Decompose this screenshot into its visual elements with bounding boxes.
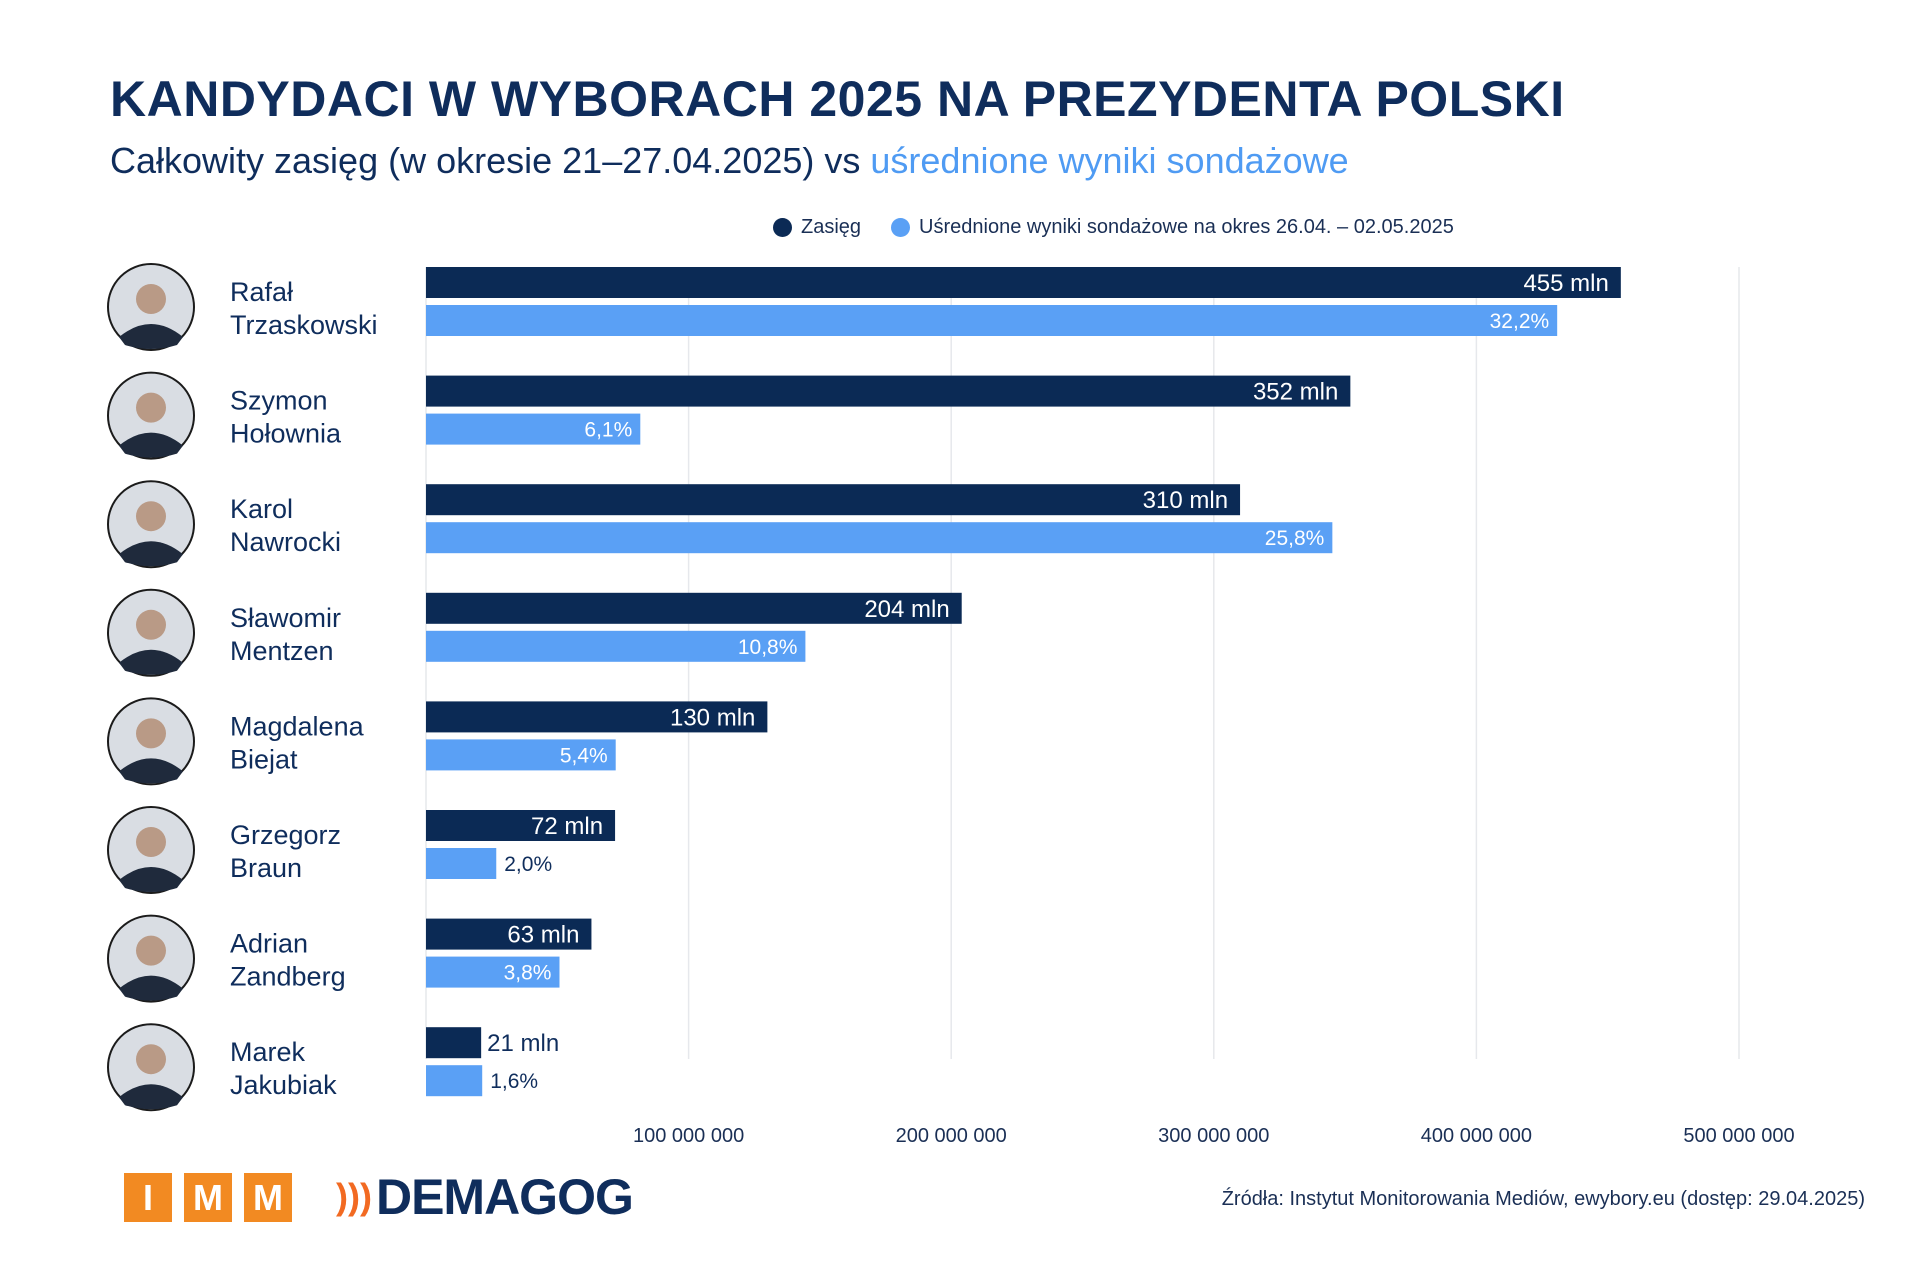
bar-polls xyxy=(426,630,806,662)
x-tick-label: 500 000 000 xyxy=(1683,1125,1794,1147)
bar-polls-label: 6,1% xyxy=(584,419,632,442)
bar-reach xyxy=(426,267,1621,298)
legend-dot-reach xyxy=(773,218,792,237)
candidate-last-name: Jakubiak xyxy=(230,1070,337,1100)
bar-reach-label: 455 mln xyxy=(1523,270,1608,297)
candidate-first-name: Grzegorz xyxy=(230,820,341,850)
subtitle-main: Całkowity zasięg (w okresie 21–27.04.202… xyxy=(110,140,871,181)
bar-polls-label: 5,4% xyxy=(560,744,608,767)
source-note: Źródła: Instytut Monitorowania Mediów, e… xyxy=(1221,1188,1865,1210)
sound-waves-icon: ))) xyxy=(336,1176,372,1217)
bar-reach-label: 72 mln xyxy=(531,813,603,840)
bar-reach-label: 310 mln xyxy=(1143,487,1228,514)
subtitle-highlight: uśrednione wyniki sondażowe xyxy=(870,140,1349,181)
bar-reach xyxy=(426,592,962,624)
candidate-first-name: Magdalena xyxy=(230,711,365,741)
bar-reach xyxy=(426,810,616,841)
candidate-last-name: Mentzen xyxy=(230,636,334,666)
bar-reach-label: 63 mln xyxy=(507,922,579,949)
avatar-head xyxy=(136,827,166,857)
avatar-head xyxy=(136,609,166,640)
imm-logo-letter: M xyxy=(244,1173,292,1222)
legend-label-polls: Uśrednione wyniki sondażowe na okres 26.… xyxy=(919,216,1454,238)
x-tick-label: 400 000 000 xyxy=(1421,1125,1532,1147)
legend-item-reach: Zasięg xyxy=(773,216,861,239)
bar-reach xyxy=(426,375,1351,407)
avatar-body xyxy=(119,432,183,458)
imm-logo-letter: I xyxy=(124,1173,172,1222)
candidate-last-name: Zandberg xyxy=(230,962,346,992)
bar-polls xyxy=(426,305,1558,336)
x-tick-label: 200 000 000 xyxy=(896,1125,1007,1147)
candidate-last-name: Trzaskowski xyxy=(230,310,378,340)
avatar-head xyxy=(136,718,166,749)
bar-polls xyxy=(426,522,1333,554)
candidate-first-name: Szymon xyxy=(230,386,328,416)
legend-item-polls: Uśrednione wyniki sondażowe na okres 26.… xyxy=(891,216,1454,239)
candidate-first-name: Rafał xyxy=(230,277,293,307)
demagog-wordmark: DEMAGOG xyxy=(375,1169,634,1225)
candidate-last-name: Nawrocki xyxy=(230,527,341,557)
legend: Zasięg Uśrednione wyniki sondażowe na ok… xyxy=(773,216,1484,239)
demagog-logo: ))) DEMAGOG xyxy=(336,1168,634,1226)
avatar-head xyxy=(136,501,166,532)
imm-logo: I M M xyxy=(124,1173,292,1222)
bar-reach-label: 204 mln xyxy=(864,596,949,623)
chart-title: KANDYDACI W WYBORACH 2025 NA PREZYDENTA … xyxy=(110,71,1565,127)
bar-reach-label: 352 mln xyxy=(1253,379,1338,406)
avatar-body xyxy=(119,324,183,349)
bar-polls-label: 3,8% xyxy=(504,962,552,985)
avatar-head xyxy=(136,1044,166,1075)
avatar-body xyxy=(119,758,183,784)
candidate-first-name: Marek xyxy=(230,1037,306,1067)
bar-polls xyxy=(426,413,641,445)
bar-reach xyxy=(426,1027,482,1059)
bar-polls xyxy=(426,956,560,988)
candidate-last-name: Hołownia xyxy=(230,419,342,449)
avatar-head xyxy=(136,284,166,314)
bar-polls xyxy=(426,848,497,879)
bar-reach-label: 130 mln xyxy=(670,704,755,731)
x-tick-label: 100 000 000 xyxy=(633,1125,744,1147)
avatar-body xyxy=(119,1084,183,1110)
candidate-last-name: Biejat xyxy=(230,744,298,774)
bar-reach xyxy=(426,701,768,733)
bar-polls-label: 10,8% xyxy=(738,636,798,659)
candidate-last-name: Braun xyxy=(230,853,302,883)
candidate-first-name: Adrian xyxy=(230,929,308,959)
imm-logo-letter: M xyxy=(184,1173,232,1222)
bar-reach-label: 21 mln xyxy=(487,1030,559,1057)
legend-dot-polls xyxy=(891,218,911,237)
avatar-body xyxy=(119,649,183,675)
chart-subtitle: Całkowity zasięg (w okresie 21–27.04.202… xyxy=(110,140,1349,182)
bar-polls-label: 1,6% xyxy=(490,1070,538,1093)
avatar-body xyxy=(119,867,183,892)
candidate-first-name: Sławomir xyxy=(230,603,341,633)
bar-reach xyxy=(426,484,1241,516)
avatar-body xyxy=(119,541,183,567)
avatar-head xyxy=(136,935,166,966)
bar-polls-label: 32,2% xyxy=(1490,310,1550,333)
bar-polls-label: 2,0% xyxy=(504,853,552,876)
legend-label-reach: Zasięg xyxy=(801,216,862,238)
bar-polls-label: 25,8% xyxy=(1265,527,1325,550)
avatar-head xyxy=(136,392,166,423)
bar-polls xyxy=(426,739,616,771)
x-tick-label: 300 000 000 xyxy=(1158,1125,1269,1147)
candidate-first-name: Karol xyxy=(230,494,293,524)
bar-polls xyxy=(426,1065,483,1097)
bar-reach xyxy=(426,918,592,950)
avatar-body xyxy=(119,975,183,1001)
